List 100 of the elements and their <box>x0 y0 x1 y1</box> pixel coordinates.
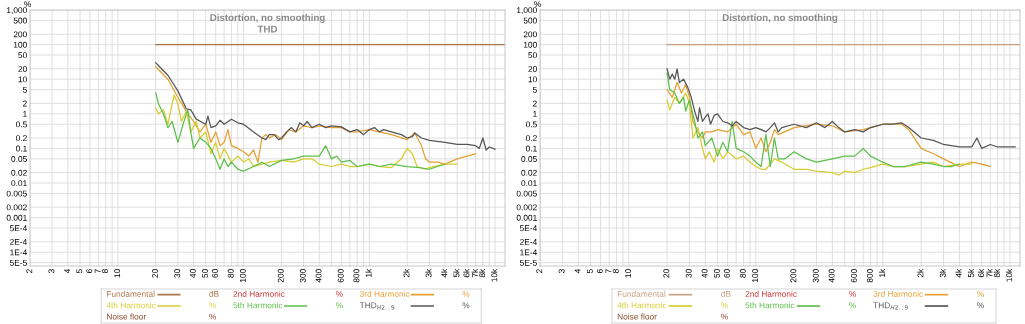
x-tick-label: 2k <box>917 268 924 278</box>
chart-title: Distortion, no smoothing <box>210 13 325 23</box>
text: % <box>462 302 470 309</box>
y-axis-title: % <box>534 1 542 8</box>
y-tick-label: 50 <box>528 52 537 59</box>
x-tick-label: 10 <box>114 269 121 278</box>
text: % <box>721 302 728 309</box>
x-tick-label: 6k <box>977 268 984 278</box>
x-tick-label: 50 <box>202 269 208 278</box>
y-tick-label: 0.005 <box>516 190 537 197</box>
x-tick-label: 600 <box>337 269 344 283</box>
x-tick-label: 4k <box>955 268 962 278</box>
y-tick-label: 50 <box>18 52 27 59</box>
legend-label: 3rd Harmonic <box>873 290 923 297</box>
x-tick-label: 3k <box>939 268 946 278</box>
legend-label: 5th Harmonic <box>233 302 283 309</box>
y-tick-label: 0.05 <box>11 156 27 162</box>
y-tick-label: 0.001 <box>6 214 27 221</box>
x-tick-label: 10k <box>1006 268 1013 282</box>
x-tick-label: 6 <box>86 269 93 273</box>
y-tick-label: 100 <box>523 41 537 48</box>
text: dB <box>721 290 731 297</box>
text: % <box>977 302 984 309</box>
x-tick-label: 300 <box>812 269 819 283</box>
y-tick-label: 0.1 <box>15 145 27 152</box>
x-tick-label: 1k <box>365 268 372 277</box>
x-tick-label: 600 <box>851 269 857 283</box>
x-tick-label: 10k <box>491 268 498 282</box>
x-tick-label: 80 <box>227 269 234 278</box>
legend-label: Noise floor <box>617 313 657 320</box>
y-tick-label: 200 <box>523 31 537 38</box>
x-tick-label: 8 <box>612 269 619 274</box>
y-tick-label: 0.2 <box>525 135 537 142</box>
x-tick-label: 6k <box>463 268 470 278</box>
y-tick-label: 20 <box>18 65 27 72</box>
y-tick-label: 0.1 <box>525 145 537 152</box>
legend-label: Fundamental <box>617 290 666 297</box>
y-tick-label: 1 <box>533 111 537 117</box>
y-tick-label: 1E-4 <box>520 249 537 256</box>
x-tick-label: 60 <box>724 269 730 278</box>
text: % <box>849 291 856 297</box>
x-tick-label: 200 <box>277 269 284 283</box>
legend-label: Fundamental <box>107 290 155 297</box>
y-tick-label: 500 <box>13 17 27 24</box>
x-tick-label: 2 <box>536 269 543 273</box>
y-tick-label: 0.02 <box>11 169 27 176</box>
text: % <box>849 302 856 309</box>
text: % <box>335 291 343 297</box>
y-tick-label: 1,000 <box>517 7 537 15</box>
x-tick-label: 400 <box>315 269 322 283</box>
y-tick-label: 100 <box>13 41 27 48</box>
legend-label: 2nd Harmonic <box>233 290 285 297</box>
y-tick-label: 5E-5 <box>9 259 27 266</box>
legend-label: 3rd Harmonic <box>359 290 410 297</box>
y-tick-label: 5E-4 <box>9 225 27 232</box>
x-tick-label: 4 <box>574 269 581 274</box>
x-tick-label: 80 <box>739 269 746 278</box>
x-tick-label: 40 <box>701 269 708 278</box>
x-tick-label: 8k <box>478 268 486 278</box>
text: % <box>721 313 728 320</box>
text: % <box>462 291 470 297</box>
x-tick-label: 50 <box>713 269 720 278</box>
y-tick-label: 0.002 <box>516 204 537 211</box>
y-tick-label: 0.005 <box>6 190 27 197</box>
y-tick-label: 500 <box>523 17 537 24</box>
legend-label: 5th Harmonic <box>745 302 795 309</box>
y-tick-label: 20 <box>528 65 537 72</box>
x-tick-label: 10 <box>625 269 632 278</box>
legend-label: THD$_{H2..9}$ <box>359 302 395 310</box>
x-tick-label: 800 <box>353 269 360 283</box>
x-tick-label: 3 <box>48 269 55 274</box>
x-tick-label: 400 <box>828 269 835 283</box>
x-tick-label: 40 <box>189 269 196 278</box>
y-tick-label: 0.05 <box>521 156 537 162</box>
x-tick-label: 100 <box>239 269 246 283</box>
y-tick-label: 0.001 <box>516 214 537 221</box>
text: % <box>209 302 217 309</box>
x-tick-label: 800 <box>866 269 873 283</box>
text: THD <box>257 25 278 33</box>
text: % <box>977 291 984 297</box>
x-tick-label: 20 <box>152 269 158 278</box>
x-tick-label: 60 <box>212 269 218 278</box>
text: % <box>335 302 343 309</box>
text: % <box>209 313 217 320</box>
x-tick-label: 300 <box>299 269 306 283</box>
x-tick-label: 7 <box>94 269 101 273</box>
x-tick-label: 200 <box>790 269 797 283</box>
y-tick-label: 10 <box>18 76 27 83</box>
x-tick-label: 2 <box>26 269 33 273</box>
chart-title: Distortion, no smoothing <box>722 13 838 23</box>
legend-label: THD$_{H2..9}$ <box>873 302 908 310</box>
x-tick-label: 30 <box>685 269 692 278</box>
x-tick-label: 8 <box>102 269 108 274</box>
y-tick-label: 5 <box>532 86 537 93</box>
x-tick-label: 30 <box>174 269 181 278</box>
legend-label: 4th Harmonic <box>617 302 667 309</box>
y-tick-label: 0.01 <box>521 180 537 187</box>
x-tick-label: 5 <box>586 269 593 274</box>
legend-label: 2nd Harmonic <box>745 290 797 297</box>
x-tick-label: 5k <box>453 268 460 278</box>
